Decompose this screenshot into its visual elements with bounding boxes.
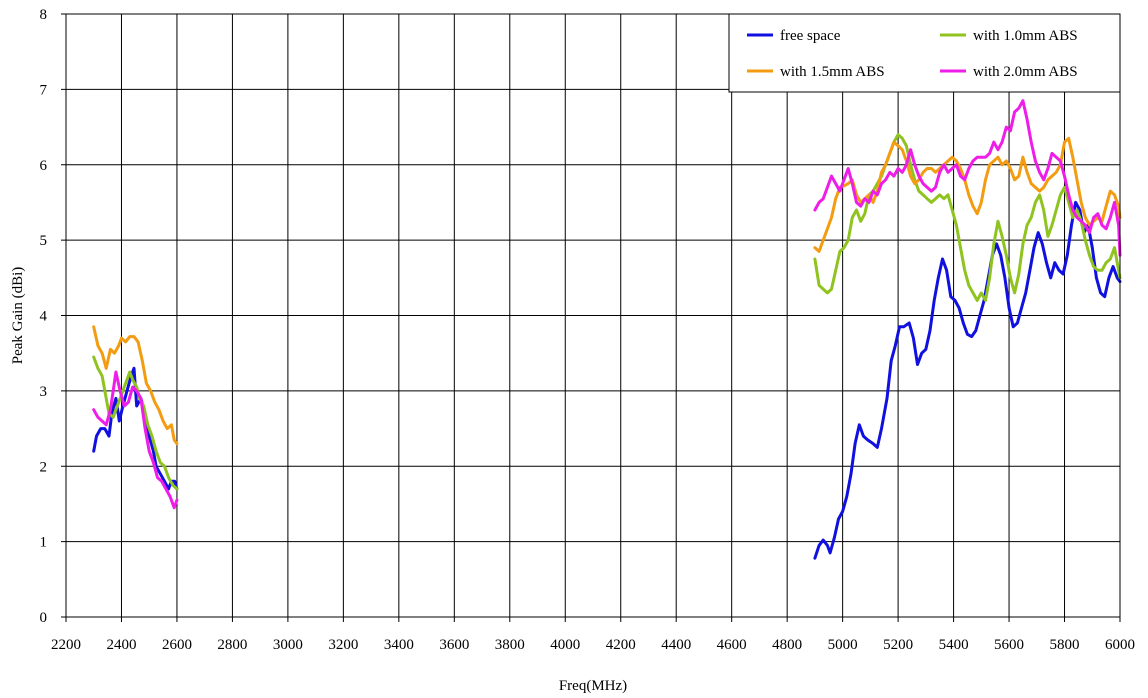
x-tick-label: 3600 — [439, 637, 469, 653]
y-tick-label: 3 — [40, 384, 48, 400]
x-tick-label: 2600 — [162, 637, 192, 653]
series-line-with-2-0mm-abs — [813, 99, 1122, 257]
y-tick-label: 5 — [40, 233, 48, 249]
x-tick-label: 2800 — [217, 637, 247, 653]
x-tick-label: 5200 — [883, 637, 913, 653]
legend: free space with 1.0mm ABS with 1.5mm ABS wi… — [728, 13, 1121, 93]
series-line-with-1-0mm-abs — [813, 133, 1122, 302]
series-line-with-1-5mm-abs — [92, 325, 179, 446]
legend-label-with-1-0mm-abs: with 1.0mm ABS — [973, 28, 1078, 44]
series-line-with-2-0mm-abs — [92, 370, 179, 510]
x-tick-label: 4000 — [550, 637, 580, 653]
x-tick-label: 5400 — [939, 637, 969, 653]
x-tick-label: 2200 — [51, 637, 81, 653]
y-tick-label: 2 — [40, 459, 48, 475]
x-tick-label: 3200 — [328, 637, 358, 653]
legend-label-free-space: free space — [780, 28, 841, 44]
x-tick-label: 5800 — [1050, 637, 1080, 653]
y-tick-label: 6 — [40, 158, 48, 174]
series-line-with-1-0mm-abs — [92, 355, 179, 491]
legend-box — [728, 13, 1121, 93]
legend-label-with-2-0mm-abs: with 2.0mm ABS — [973, 64, 1078, 80]
x-tick-label: 5600 — [994, 637, 1024, 653]
y-tick-label: 1 — [40, 535, 48, 551]
y-axis-title: Peak Gain (dBi) — [10, 267, 26, 364]
series-lines — [92, 99, 1122, 560]
x-tick-label: 3000 — [273, 637, 303, 653]
legend-label-with-1-5mm-abs: with 1.5mm ABS — [780, 64, 885, 80]
x-tick-label: 4400 — [661, 637, 691, 653]
y-tick-label: 0 — [40, 610, 48, 626]
series-line-with-1-5mm-abs — [813, 136, 1122, 253]
y-tick-label: 7 — [40, 82, 48, 98]
x-tick-label: 2400 — [106, 637, 136, 653]
x-tick-label: 3800 — [495, 637, 525, 653]
x-tick-label: 4800 — [772, 637, 802, 653]
x-tick-label: 5000 — [828, 637, 858, 653]
series-line-free-space — [813, 200, 1122, 560]
x-tick-label: 3400 — [384, 637, 414, 653]
x-axis-title: Freq(MHz) — [559, 678, 627, 694]
x-tick-label: 4600 — [717, 637, 747, 653]
y-tick-label: 8 — [40, 7, 48, 23]
y-axis-ticks: 0 1 2 3 4 5 6 7 8 — [40, 7, 66, 626]
x-axis-ticks: 2200 2400 2600 2800 3000 3200 3400 3600 3800 4000… — [51, 617, 1135, 653]
x-tick-label: 6000 — [1105, 637, 1135, 653]
x-tick-label: 4200 — [606, 637, 636, 653]
y-tick-label: 4 — [40, 309, 48, 325]
